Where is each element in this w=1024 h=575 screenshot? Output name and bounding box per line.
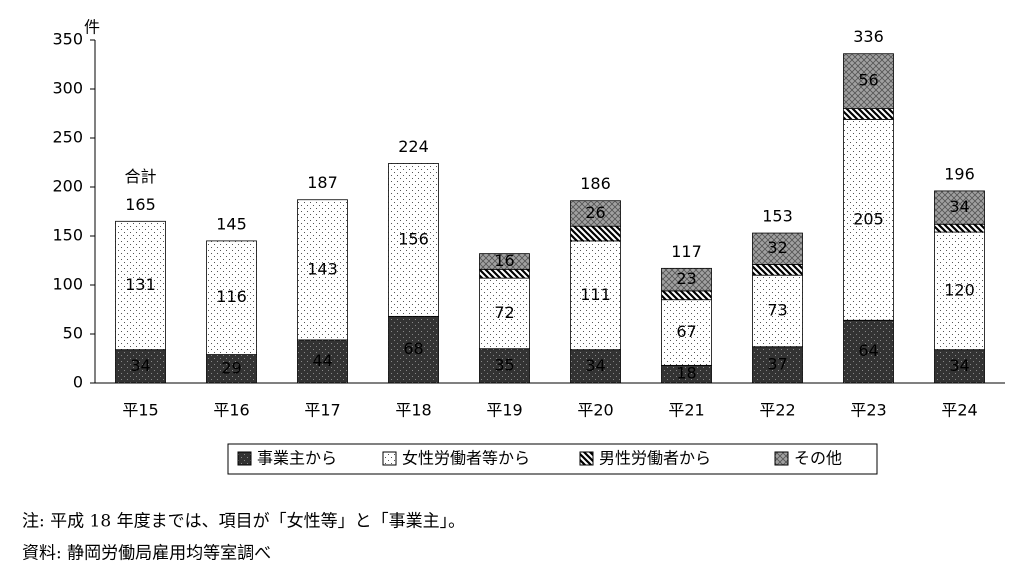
x-tick-label: 平23 bbox=[850, 401, 886, 420]
x-tick-label: 平15 bbox=[122, 401, 158, 420]
x-tick-label: 平21 bbox=[668, 401, 704, 420]
value-label: 23 bbox=[676, 269, 696, 288]
value-label: 67 bbox=[676, 322, 696, 341]
legend-swatch bbox=[237, 451, 252, 466]
total-label: 336 bbox=[853, 27, 884, 46]
value-label: 131 bbox=[125, 275, 156, 294]
bar-segment bbox=[479, 253, 530, 270]
value-label: 156 bbox=[398, 229, 429, 248]
total-caption: 合計 bbox=[124, 167, 156, 186]
bar-segment bbox=[479, 268, 530, 279]
y-tick-label: 150 bbox=[52, 226, 83, 245]
total-label: 153 bbox=[762, 207, 793, 226]
legend-swatch bbox=[382, 451, 397, 466]
value-label: 35 bbox=[494, 355, 514, 374]
legend-box bbox=[227, 443, 878, 475]
total-label: 145 bbox=[216, 214, 247, 233]
value-label: 34 bbox=[949, 356, 969, 375]
legend-label: 事業主から bbox=[257, 449, 337, 468]
y-tick-label: 350 bbox=[52, 30, 83, 49]
x-tick-label: 平24 bbox=[941, 401, 977, 420]
bar-segment bbox=[297, 199, 348, 341]
bar-segment bbox=[843, 118, 894, 321]
bar-segment bbox=[934, 231, 985, 351]
legend-swatch bbox=[774, 451, 789, 466]
legend-label: その他 bbox=[794, 449, 842, 468]
y-tick-label: 200 bbox=[52, 177, 83, 196]
y-tick-label: 300 bbox=[52, 79, 83, 98]
value-label: 56 bbox=[858, 71, 878, 90]
legend-swatch bbox=[579, 451, 594, 466]
bar-segment bbox=[934, 223, 985, 233]
bar-segment bbox=[297, 339, 348, 384]
value-label: 64 bbox=[858, 341, 878, 360]
bar-segment bbox=[752, 232, 803, 265]
total-label: 187 bbox=[307, 173, 338, 192]
bar-segment bbox=[479, 277, 530, 350]
total-label: 186 bbox=[580, 174, 611, 193]
y-unit: 件 bbox=[84, 18, 100, 37]
bar-segment bbox=[752, 274, 803, 348]
value-label: 111 bbox=[580, 285, 611, 304]
value-label: 44 bbox=[312, 351, 332, 370]
value-label: 73 bbox=[767, 300, 787, 319]
value-label: 34 bbox=[949, 197, 969, 216]
bar-segment bbox=[843, 53, 894, 110]
bar-segment bbox=[934, 190, 985, 225]
total-label: 117 bbox=[671, 242, 702, 261]
value-label: 120 bbox=[944, 280, 975, 299]
bar-segment bbox=[661, 290, 712, 301]
value-label: 18 bbox=[676, 364, 696, 383]
bar-segment bbox=[570, 200, 621, 227]
x-tick-label: 平20 bbox=[577, 401, 613, 420]
bar-segment bbox=[661, 267, 712, 292]
x-tick-label: 平22 bbox=[759, 401, 795, 420]
bar-segment bbox=[661, 299, 712, 366]
bar-segment bbox=[206, 240, 257, 355]
total-label: 224 bbox=[398, 137, 429, 156]
value-label: 72 bbox=[494, 303, 514, 322]
y-tick-label: 250 bbox=[52, 128, 83, 147]
note: 注: 平成 18 年度までは、項目が「女性等」と「事業主」。 bbox=[22, 512, 465, 532]
bar-segment bbox=[843, 319, 894, 384]
value-label: 29 bbox=[221, 358, 241, 377]
bar-segment bbox=[206, 354, 257, 384]
total-label: 165 bbox=[125, 195, 156, 214]
value-label: 32 bbox=[767, 238, 787, 257]
note: 資料: 静岡労働局雇用均等室調べ bbox=[22, 544, 271, 564]
bar-segment bbox=[570, 240, 621, 351]
value-label: 34 bbox=[585, 356, 605, 375]
value-label: 26 bbox=[585, 203, 605, 222]
value-label: 16 bbox=[494, 251, 514, 270]
bar-segment bbox=[843, 108, 894, 120]
bar-segment bbox=[752, 264, 803, 276]
value-label: 205 bbox=[853, 209, 884, 228]
value-label: 37 bbox=[767, 354, 787, 373]
bar-segment bbox=[570, 225, 621, 242]
bar-segment bbox=[479, 348, 530, 384]
bar-segment bbox=[388, 163, 439, 317]
value-label: 116 bbox=[216, 287, 247, 306]
x-tick-label: 平18 bbox=[395, 401, 431, 420]
value-label: 68 bbox=[403, 339, 423, 358]
value-label: 34 bbox=[130, 356, 150, 375]
total-label: 196 bbox=[944, 164, 975, 183]
bar-segment bbox=[115, 220, 166, 351]
x-tick-label: 平19 bbox=[486, 401, 522, 420]
y-tick-label: 50 bbox=[63, 324, 83, 343]
y-tick-label: 0 bbox=[73, 373, 83, 392]
x-tick-label: 平16 bbox=[213, 401, 249, 420]
legend-label: 女性労働者等から bbox=[402, 449, 530, 468]
value-label: 143 bbox=[307, 259, 338, 278]
bar-segment bbox=[388, 315, 439, 384]
legend-label: 男性労働者から bbox=[599, 449, 711, 468]
y-tick-label: 100 bbox=[52, 275, 83, 294]
x-tick-label: 平17 bbox=[304, 401, 340, 420]
